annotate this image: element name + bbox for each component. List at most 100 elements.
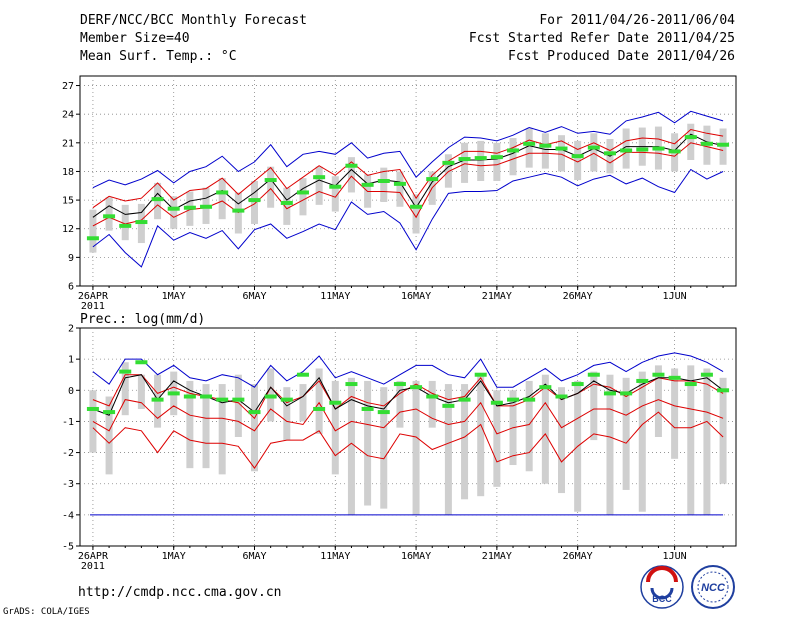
observed-marker [248,410,261,415]
spread-box [461,384,469,500]
series-line-ensemble-max [92,352,724,388]
x-tick-label: 21MAY [482,291,512,302]
observed-marker [393,382,406,387]
y-tick-label: 6 [68,282,74,293]
spread-box [687,365,695,515]
x-tick-label: 1MAY [162,291,186,302]
spread-box [412,194,420,234]
observed-marker [329,400,342,405]
observed-marker [668,375,681,380]
y-tick-label: 18 [62,167,74,178]
x-tick-label: 1JUN [663,291,687,302]
observed-marker [135,220,148,225]
spread-box [347,157,355,193]
observed-marker [636,378,649,383]
observed-marker [103,214,116,219]
spread-box [315,166,323,205]
x-tick-year: 2011 [81,301,105,312]
x-tick-label: 26APR [78,551,109,562]
spread-box [412,380,420,515]
observed-marker [410,204,423,209]
x-tick-label: 11MAY [320,551,350,562]
observed-marker [345,382,358,387]
observed-marker [474,372,487,377]
observed-marker [393,181,406,186]
plot-frame [79,75,737,287]
x-tick-label: 26APR [78,291,109,302]
spread-box [218,178,226,220]
y-tick-label: -2 [62,448,74,459]
spread-box [121,362,129,416]
ncc-logo-text: NCC [701,582,726,594]
observed-marker [280,397,293,402]
spread-box [671,368,679,459]
bcc-logo-text: BCC [652,594,672,604]
observed-marker [264,394,277,399]
y-tick-label: 1 [68,355,74,366]
spread-box [590,371,598,441]
spread-box [251,181,259,224]
spread-box [493,142,501,181]
observed-marker [264,178,277,183]
observed-marker [135,360,148,365]
spread-box [202,384,210,469]
spread-box [428,380,436,428]
spread-box [590,133,598,172]
spread-box [347,377,355,515]
observed-marker [280,200,293,205]
source-url[interactable]: http://cmdp.ncc.cma.gov.cn [78,585,282,600]
ncc-logo: NCC [691,565,735,609]
observed-marker [474,156,487,161]
grads-credit: GrADS: COLA/IGES [3,607,90,617]
precip-panel-title: Prec.: log(mm/d) [80,312,205,327]
series-line-lower-red [92,142,724,227]
plot-frame [79,327,737,547]
observed-marker [119,223,132,228]
x-tick-year: 2011 [81,561,105,572]
series-line-ensemble-mean [92,374,724,416]
observed-marker [151,397,164,402]
observed-marker [684,135,697,140]
spread-box [622,377,630,490]
spread-box [557,387,565,494]
bcc-logo: BCC [640,565,684,609]
spread-box [186,380,194,469]
observed-marker [232,208,245,213]
observed-marker [313,175,326,180]
observed-marker [119,369,132,374]
observed-marker [571,382,584,387]
spread-box [331,176,339,212]
spread-box [170,196,178,229]
spread-box [654,365,662,437]
observed-marker [216,190,229,195]
observed-marker [216,397,229,402]
observed-marker [442,160,455,165]
y-tick-label: 2 [68,324,74,335]
spread-box [461,142,469,183]
observed-marker [296,190,309,195]
observed-marker [183,205,196,210]
spread-box [574,140,582,181]
observed-marker [717,142,730,147]
observed-marker [167,391,180,396]
x-tick-label: 11MAY [320,291,350,302]
spread-box [557,135,565,172]
observed-marker [652,372,665,377]
observed-marker [248,198,261,203]
series-line-ensemble-mean [92,133,724,218]
observed-marker [571,154,584,159]
observed-marker [200,394,213,399]
spread-box [396,380,404,428]
observed-marker [636,147,649,152]
chart-title: DERF/NCC/BCC Monthly Forecast [80,13,307,28]
observed-marker [361,406,374,411]
y-tick-label: 24 [62,110,74,121]
observed-marker [620,391,633,396]
x-tick-label: 16MAY [401,291,431,302]
spread-box [315,368,323,434]
spread-box [105,396,113,475]
spread-box [121,204,129,241]
spread-box [703,368,711,515]
spread-box [364,380,372,506]
